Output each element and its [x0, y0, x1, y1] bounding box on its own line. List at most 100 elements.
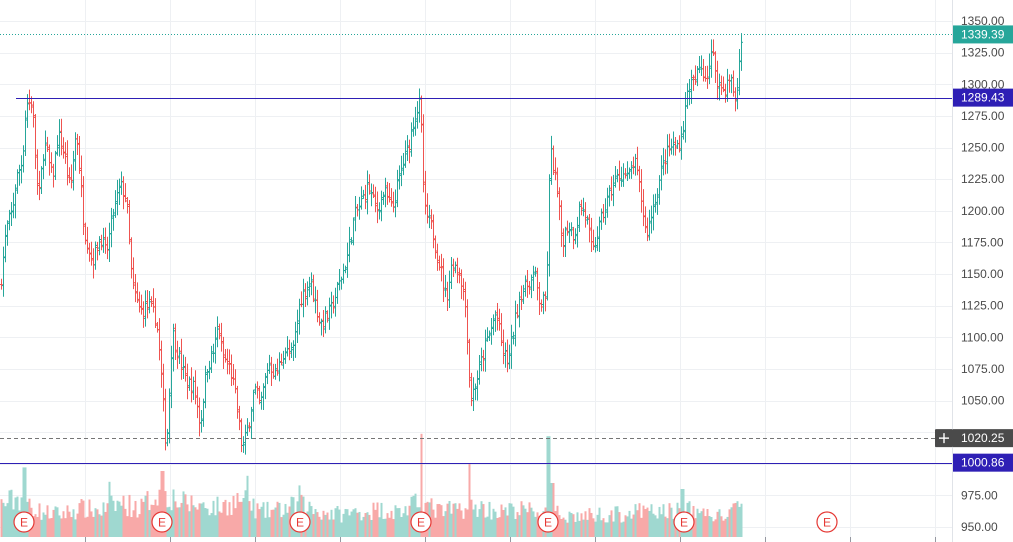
volume-bar [468, 463, 471, 537]
volume-bar [560, 518, 563, 537]
volume-bar [438, 503, 441, 537]
chart-grid [0, 0, 952, 542]
volume-bar [514, 518, 517, 537]
volume-bar [48, 518, 51, 537]
volume-bar [614, 506, 617, 537]
volume-bar [82, 500, 85, 537]
earnings-marker-label: E [680, 516, 688, 530]
earnings-marker[interactable]: E [151, 511, 173, 533]
volume-bar [740, 503, 743, 537]
volume-bar [394, 505, 397, 537]
volume-bar [640, 517, 643, 537]
earnings-marker[interactable]: E [537, 511, 559, 533]
volume-bar [122, 495, 125, 537]
volume-bar [314, 509, 317, 537]
volume-bar [352, 509, 355, 537]
volume-bar [526, 512, 529, 537]
volume-bar [524, 508, 527, 537]
volume-bar [552, 483, 555, 537]
earnings-marker[interactable]: E [816, 511, 838, 533]
last-price-tag-box [953, 25, 1013, 44]
volume-bar [370, 519, 373, 537]
earnings-marker[interactable]: E [673, 511, 695, 533]
volume-bar [518, 515, 521, 537]
volume-bar [384, 518, 387, 537]
earnings-marker[interactable]: E [289, 511, 311, 533]
volume-bar [548, 436, 551, 537]
volume-bar [586, 519, 589, 537]
volume-bar [88, 499, 91, 537]
volume-bar [620, 522, 623, 537]
volume-bar [530, 507, 533, 537]
volume-bar [8, 490, 11, 537]
price-axis-label: 1275.00 [961, 109, 1005, 123]
volume-bar [718, 509, 721, 537]
volume-bar [274, 507, 277, 537]
add-alert-plus-icon[interactable] [935, 429, 953, 448]
volume-bar [400, 516, 403, 537]
volume-bar [214, 515, 217, 537]
volume-bar [204, 508, 207, 537]
volume-bar [286, 512, 289, 537]
volume-bar [702, 508, 705, 537]
volume-bar [328, 519, 331, 537]
volume-bar [270, 509, 273, 537]
crosshair-price-tag: 1020.25 [953, 429, 1013, 448]
volume-bar [210, 513, 213, 537]
volume-bar [268, 517, 271, 537]
volume-bar [500, 504, 503, 537]
volume-bar [508, 503, 511, 537]
volume-bar [652, 513, 655, 537]
volume-bar [608, 515, 611, 537]
volume-bar [664, 516, 667, 537]
volume-bar [186, 504, 189, 537]
volume-bar [534, 516, 537, 537]
volume-bar [246, 475, 249, 537]
volume-bar [634, 504, 637, 537]
volume-bar [128, 494, 131, 537]
lower-level-tag: 1000.86 [953, 453, 1013, 472]
price-axis[interactable]: 950.00 975.00 1050.00 1075.00 1100.00 1125.00… [961, 14, 1005, 534]
volume-bar [550, 483, 553, 537]
volume-bar [260, 506, 263, 537]
volume-bar [522, 505, 525, 537]
volume-bar [226, 515, 229, 537]
volume-bar [256, 503, 259, 537]
volume-bar [100, 515, 103, 537]
volume-bar [242, 498, 245, 537]
volume-bar [626, 516, 629, 537]
volume-bar [144, 495, 147, 537]
volume-bar [588, 508, 591, 537]
earnings-marker[interactable]: E [13, 511, 35, 533]
volume-bar [332, 519, 335, 537]
volume-bar [452, 503, 455, 537]
last-price-tag: 1339.39 [953, 25, 1013, 44]
volume-bar [462, 518, 465, 537]
volume-bar [330, 509, 333, 537]
volume-bar [408, 505, 411, 537]
volume-bar [40, 519, 43, 537]
earnings-marker[interactable]: E [410, 511, 432, 533]
volume-bar [484, 517, 487, 537]
volume-bar [668, 503, 671, 537]
volume-bar [574, 521, 577, 537]
volume-bar [610, 510, 613, 537]
crosshair-price-tag-box [953, 429, 1013, 448]
volume-bar [440, 505, 443, 537]
volume-bar [546, 436, 549, 537]
volume-bar [698, 513, 701, 537]
volume-bar [178, 507, 181, 537]
volume-bar [146, 491, 149, 537]
volume-bar [56, 507, 59, 537]
volume-bar [460, 510, 463, 537]
volume-bar [24, 467, 27, 537]
volume-bar [406, 515, 409, 537]
lower-level-tag-box [953, 453, 1013, 472]
volume-bar [104, 511, 107, 537]
volume-bar [576, 512, 579, 537]
volume-bar [74, 519, 77, 537]
volume-bar [712, 521, 715, 537]
price-axis-label: 1350.00 [961, 14, 1005, 28]
volume-bar [58, 515, 61, 537]
